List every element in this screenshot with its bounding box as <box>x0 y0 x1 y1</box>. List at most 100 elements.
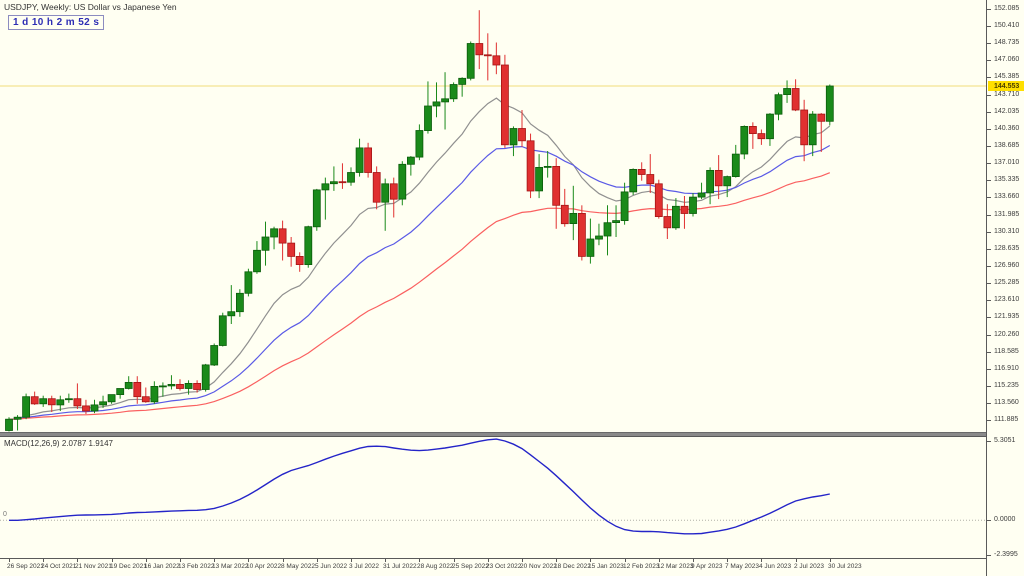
macd-indicator-label: MACD(12,26,9) 2.0787 1.9147 <box>4 439 113 448</box>
axis-tick <box>454 558 455 562</box>
axis-tick <box>987 146 991 147</box>
candle <box>278 220 287 261</box>
time-axis-label: 25 Sep 2022 <box>452 563 489 570</box>
candle <box>509 126 518 157</box>
price-axis-label: 140.360 <box>994 125 1020 132</box>
time-axis-label: 26 Sep 2021 <box>7 563 44 570</box>
axis-tick <box>987 403 991 404</box>
time-axis-label: 18 Dec 2022 <box>554 563 591 570</box>
candle <box>338 163 347 189</box>
time-axis-label: 19 Dec 2021 <box>110 563 147 570</box>
candle <box>210 343 219 366</box>
axis-tick <box>987 232 991 233</box>
macd-name: MACD(12,26,9) <box>4 439 60 448</box>
candle <box>706 167 714 205</box>
axis-tick <box>419 558 420 562</box>
time-axis-label: 9 Apr 2023 <box>691 563 723 570</box>
candle <box>714 155 723 200</box>
macd-main-value: 2.0787 <box>61 439 87 448</box>
candle <box>347 167 355 186</box>
candle <box>825 84 834 126</box>
candle <box>5 417 13 432</box>
candle <box>270 226 279 250</box>
candle <box>415 124 424 161</box>
candle <box>526 133 535 199</box>
axis-tick <box>830 558 831 562</box>
axis-tick <box>987 520 991 521</box>
candle <box>30 391 39 405</box>
candle <box>116 388 125 399</box>
axis-tick <box>987 283 991 284</box>
candle <box>73 383 82 409</box>
axis-tick <box>761 558 762 562</box>
candle <box>184 380 193 395</box>
price-axis-label: 118.585 <box>994 348 1019 355</box>
candle <box>663 204 672 239</box>
candle <box>372 166 381 210</box>
price-axis-label: 147.060 <box>994 56 1020 63</box>
price-axis-label: 133.660 <box>994 193 1020 200</box>
time-axis-label: 13 Feb 2022 <box>178 563 215 570</box>
candle <box>757 129 766 145</box>
candle <box>466 41 475 81</box>
candle <box>800 99 809 162</box>
candle <box>355 138 364 177</box>
axis-tick <box>987 77 991 78</box>
candle <box>500 54 509 148</box>
candle <box>261 221 270 266</box>
axis-tick <box>214 558 215 562</box>
candle <box>193 380 202 393</box>
axis-tick <box>987 163 991 164</box>
axis-tick <box>351 558 352 562</box>
candle <box>406 156 415 176</box>
time-axis[interactable]: 26 Sep 2021 24 Oct 2021 21 Nov 2021 19 Dec … <box>0 558 986 576</box>
candle <box>620 182 629 225</box>
candle <box>518 110 526 147</box>
axis-tick <box>693 558 694 562</box>
price-chart-canvas[interactable] <box>0 0 986 432</box>
candle <box>791 79 800 112</box>
price-axis-label: 137.010 <box>994 159 1020 166</box>
candle <box>364 142 373 178</box>
time-axis-label: 24 Oct 2021 <box>41 563 77 570</box>
candle <box>158 382 167 397</box>
time-axis-label: 2 Jul 2023 <box>794 563 824 570</box>
price-axis-label: 143.710 <box>994 91 1020 98</box>
axis-tick <box>590 558 591 562</box>
axis-tick <box>385 558 386 562</box>
axis-tick <box>987 9 991 10</box>
time-axis-label: 21 Nov 2021 <box>75 563 112 570</box>
macd-pane[interactable]: MACD(12,26,9) 2.0787 1.9147 0 <box>0 437 986 559</box>
candle <box>483 33 492 81</box>
candle <box>475 10 484 70</box>
time-axis-label: 31 Jul 2022 <box>383 563 417 570</box>
axis-tick <box>796 558 797 562</box>
candle <box>492 42 501 75</box>
axis-tick <box>987 369 991 370</box>
candle <box>697 182 706 200</box>
price-axis[interactable]: 152.085 150.410 148.735 147.060 145.385 143.7… <box>986 0 1024 576</box>
axis-tick <box>987 317 991 318</box>
pane-separator-handle[interactable] <box>0 432 986 437</box>
macd-chart-canvas[interactable] <box>0 437 986 558</box>
axis-tick <box>987 197 991 198</box>
time-axis-label: 12 Feb 2023 <box>623 563 660 570</box>
candle <box>141 387 150 403</box>
price-axis-label: 125.285 <box>994 279 1020 286</box>
price-axis-label: 150.410 <box>994 22 1020 29</box>
price-axis-label: 116.910 <box>994 365 1019 372</box>
price-pane[interactable]: USDJPY, Weekly: US Dollar vs Japanese Ye… <box>0 0 986 432</box>
time-axis-label: 23 Oct 2022 <box>486 563 522 570</box>
axis-tick <box>659 558 660 562</box>
candle <box>389 177 398 218</box>
macd-scale-min-label: -2.3995 <box>994 551 1018 558</box>
candle <box>569 185 578 241</box>
candle <box>218 312 227 347</box>
candle <box>201 363 210 392</box>
candle <box>167 375 176 390</box>
axis-tick <box>77 558 78 562</box>
candle <box>731 144 740 178</box>
macd-signal-line <box>9 438 830 535</box>
price-axis-label: 142.035 <box>994 108 1020 115</box>
candle <box>637 162 646 181</box>
